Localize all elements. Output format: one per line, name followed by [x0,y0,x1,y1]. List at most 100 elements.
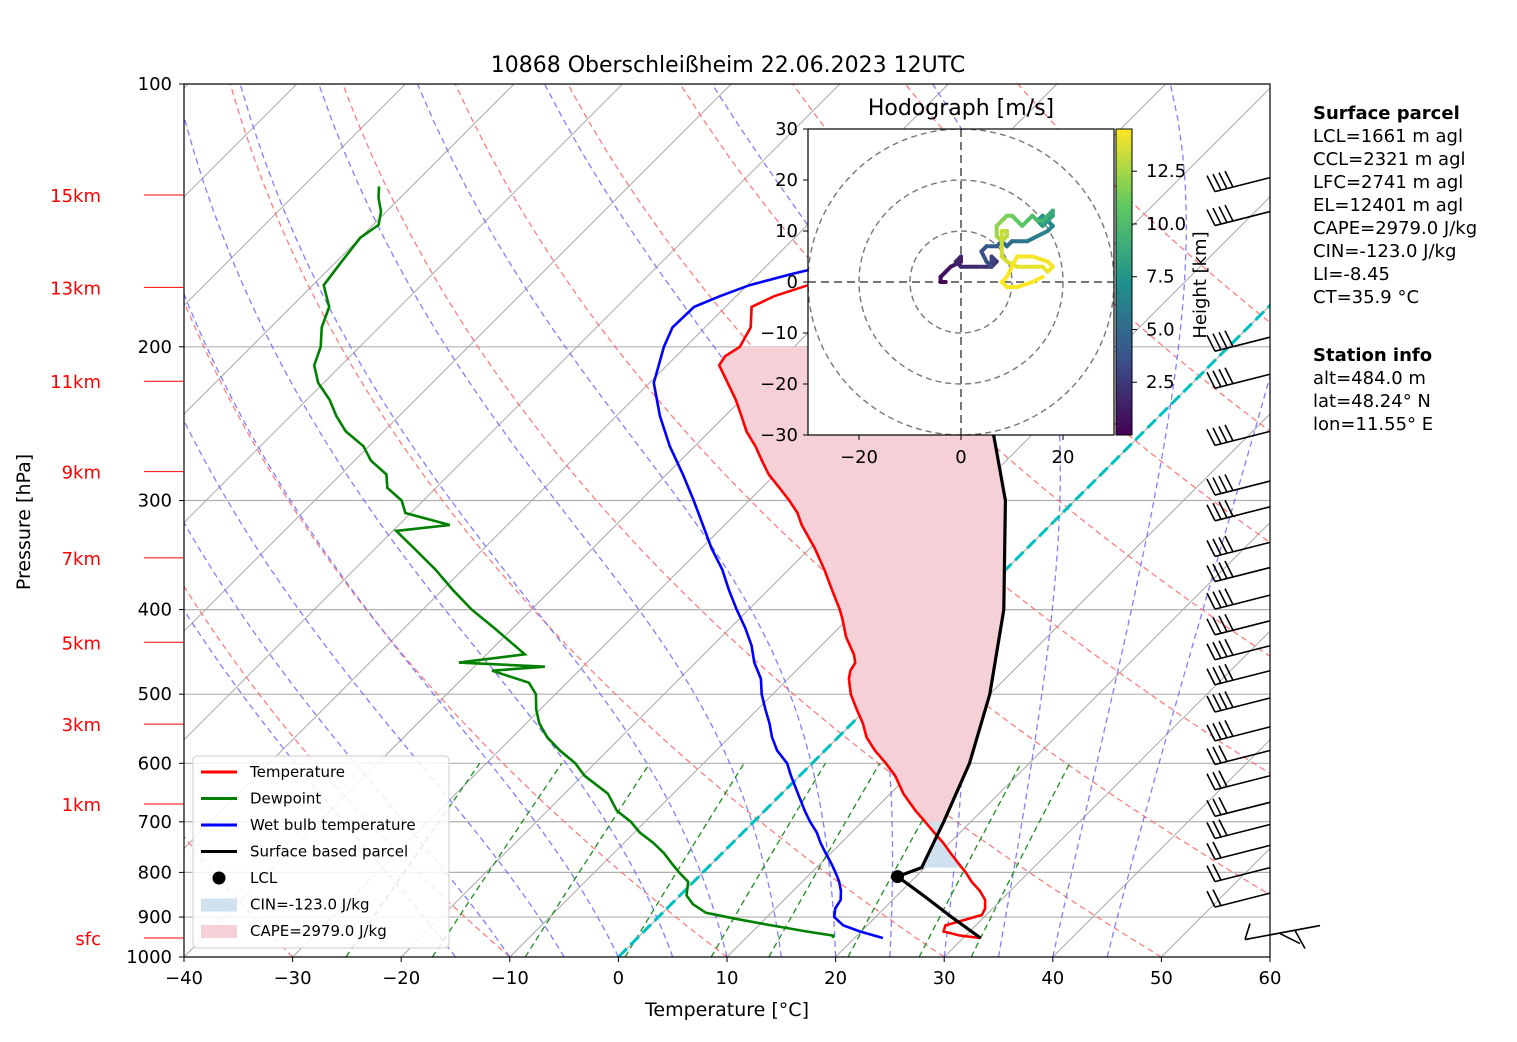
hodograph-plot [808,129,1114,435]
legend-label: Wet bulb temperature [250,816,416,834]
wind-barbs [1206,170,1321,949]
p-tick-label: 1000 [126,947,172,968]
wind-barb-staff [1214,480,1271,496]
hodograph-y-tick-label: −30 [760,425,798,446]
height-label: 7km [62,549,101,570]
wind-barb-flag [1206,643,1216,661]
wind-barb-flag [1206,773,1216,791]
wind-barb-staff [1214,566,1271,583]
wind-barb-flag [1206,618,1216,636]
wind-barb [1206,841,1271,861]
wind-barb-staff [1214,866,1271,883]
height-label: 15km [50,186,101,207]
isotherm-line [835,521,1270,957]
wind-barb-flag [1212,666,1222,684]
wind-barb-flag [1206,799,1216,817]
surface-line: CIN=-123.0 J/kg [1313,241,1457,262]
wind-barb-flag [1212,207,1222,225]
colorbar-ticks: 2.5 5.0 7.5 10.0 12.5 [1132,161,1186,393]
wind-barb-flag [1206,865,1216,882]
p-tick-label: 100 [138,74,172,95]
wind-barb-flag [1212,333,1222,351]
moist-adiabat-line [1052,84,1187,957]
wind-barb-flag [1218,537,1228,554]
wind-barb-flag [1206,504,1216,522]
isotherm-line [184,84,515,415]
wind-barb-flag [1206,592,1216,610]
wind-barb-staff [1214,801,1271,818]
wind-barb-flag [1212,723,1222,740]
wind-barb-flag [1224,691,1234,708]
wind-barb [1206,691,1271,713]
moist-adiabat-line [184,419,565,957]
legend-label: Surface based parcel [250,843,408,861]
wind-barb-flag [1224,720,1234,737]
mixing-ratio-line [918,762,1022,957]
wind-barb [1206,588,1271,610]
wind-barb-flag [1206,334,1216,352]
zero-isotherm-line [617,303,1270,957]
wind-barb-staff [1214,506,1271,522]
wind-barb-flag [1224,367,1234,385]
height-label: 1km [62,795,101,816]
p-tick-label: 500 [138,684,172,705]
axes-ticks: −40 −30 −20 −10 0 10 20 30 40 50 60100200300400500… [126,74,1281,989]
x-tick-label: −10 [491,968,529,989]
wind-barb [1206,499,1271,522]
isotherm-line [726,413,1270,957]
mixing-ratio-line [970,763,1071,957]
wind-barb-flag [1212,820,1222,838]
legend-swatch [201,925,237,938]
wind-barb-staff [1214,892,1271,908]
wind-barb-flag [1206,371,1216,389]
wind-barb-flag [1224,204,1234,222]
p-tick-label: 800 [138,862,172,883]
p-tick-label: 300 [138,491,172,512]
mixing-ratio-line [710,762,826,957]
wind-barb-flag [1218,426,1228,443]
isotherm-line [184,84,841,741]
wind-barb-staff [1214,644,1271,661]
wind-barb-flag [1224,560,1234,578]
wind-barb-flag [1218,331,1228,349]
height-label: 13km [50,278,101,299]
hodograph-y-tick-label: −10 [760,323,798,344]
hodograph-y-tick-label: 20 [775,170,798,191]
wind-barb [1206,720,1271,742]
wind-barb-flag [1218,562,1228,579]
wind-barb-staff [1214,210,1271,227]
mixing-ratio-line [768,762,881,957]
station-line: lon=11.55° E [1313,414,1434,435]
moist-adiabat-line [184,113,674,957]
wind-barb [1206,424,1271,447]
wind-barb [1244,923,1321,949]
surface-parcel-heading: Surface parcel [1313,103,1460,124]
legend-label: Temperature [249,763,345,781]
height-label: 3km [62,715,101,736]
wind-barb-flag [1224,613,1234,631]
station-info-heading: Station info [1313,345,1433,366]
x-tick-label: 40 [1041,968,1064,989]
surface-line: LFC=2741 m agl [1313,172,1464,193]
wind-barb [1206,367,1271,389]
hodograph-segment [1015,280,1035,290]
wind-barb-flag [1218,615,1228,633]
colorbar-tick-label: 5.0 [1146,319,1175,340]
wind-barb [1206,535,1271,558]
hodograph: Hodograph [m/s] −20 0 20 30 20 10 0 −10 −20 −30 2… [760,96,1211,468]
mixing-ratio-line [524,762,651,957]
wind-barb [1206,330,1271,352]
x-tick-label: −30 [274,968,312,989]
temperature-curve [717,185,1071,940]
x-tick-label: 0 [613,968,624,989]
wind-barb-flag [1224,535,1234,553]
wind-barb-flag [1218,501,1228,519]
wind-barb [1206,204,1271,227]
legend-label: Dewpoint [250,790,321,808]
wind-barb-flag [1206,478,1216,496]
wind-barb-flag [1218,692,1228,710]
hodograph-y-tick-label: −20 [760,374,798,395]
isotherm-line [0,84,80,957]
wind-barb-flag [1218,770,1228,788]
